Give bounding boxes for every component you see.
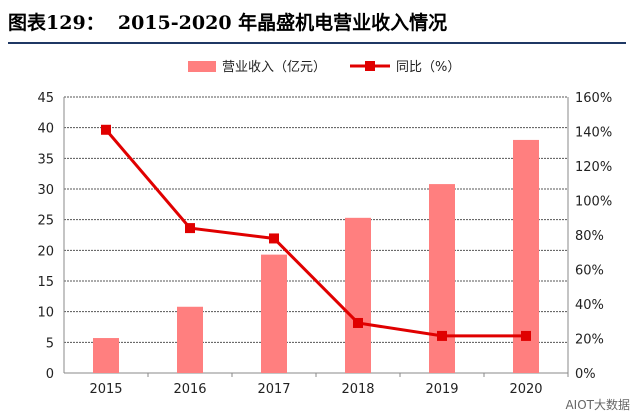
left-tick-label: 20 — [37, 244, 54, 259]
x-tick-label: 2017 — [257, 382, 290, 397]
right-tick-label: 160% — [575, 91, 612, 106]
x-tick-label: 2019 — [425, 382, 458, 397]
line-marker-2019 — [437, 330, 447, 341]
x-tick-label: 2020 — [509, 382, 542, 397]
bar-2016 — [177, 306, 203, 373]
left-tick-label: 5 — [46, 336, 54, 351]
left-tick-label: 10 — [37, 306, 54, 321]
left-tick-label: 15 — [37, 275, 54, 290]
bar-2019 — [429, 184, 455, 373]
right-tick-label: 140% — [575, 126, 612, 141]
x-tick-label: 2018 — [341, 382, 374, 397]
right-tick-label: 40% — [575, 298, 604, 313]
right-tick-label: 100% — [575, 195, 612, 210]
left-tick-label: 40 — [37, 122, 54, 137]
line-marker-2015 — [101, 124, 111, 135]
left-tick-label: 0 — [46, 367, 54, 382]
left-tick-label: 45 — [37, 91, 54, 106]
right-tick-label: 60% — [575, 264, 604, 279]
legend-bar-swatch — [188, 61, 216, 72]
right-tick-label: 80% — [575, 229, 604, 244]
line-marker-2020 — [521, 330, 531, 341]
bar-2015 — [93, 338, 119, 373]
title-rule — [8, 42, 626, 44]
left-tick-label: 25 — [37, 214, 54, 229]
left-tick-label: 35 — [37, 152, 54, 167]
legend-bar-label: 营业收入（亿元） — [222, 60, 326, 75]
line-marker-2016 — [185, 223, 195, 234]
legend-line-marker — [365, 61, 375, 71]
watermark: AIOT大数据 — [565, 397, 630, 412]
right-tick-label: 0% — [575, 367, 596, 382]
line-series — [104, 128, 526, 338]
legend-line-label: 同比（%） — [396, 60, 460, 75]
right-tick-label: 20% — [575, 333, 604, 348]
right-tick-label: 120% — [575, 160, 612, 175]
left-tick-label: 30 — [37, 183, 54, 198]
x-tick-label: 2015 — [89, 382, 122, 397]
bar-2017 — [261, 254, 287, 373]
x-tick-label: 2016 — [173, 382, 206, 397]
line-marker-2018 — [353, 317, 363, 328]
line-marker-2017 — [269, 233, 279, 244]
chart-title: 图表129： 2015-2020 年晶盛机电营业收入情况 — [8, 12, 448, 34]
bar-2018 — [345, 217, 371, 373]
